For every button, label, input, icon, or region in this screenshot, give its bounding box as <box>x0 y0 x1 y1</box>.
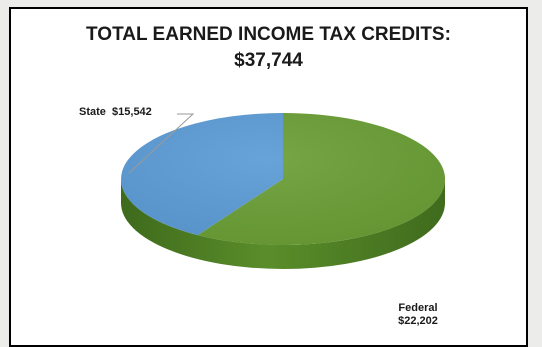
data-label-federal-name: Federal <box>398 302 438 314</box>
data-label-federal: Federal $22,202 <box>388 302 448 328</box>
chart-title-line2: $37,744 <box>234 50 303 71</box>
pie-chart <box>121 113 446 269</box>
pie-top-shading <box>121 113 445 245</box>
leader-line-state <box>128 113 195 174</box>
chart-title-line1: TOTAL EARNED INCOME TAX CREDITS: <box>86 24 451 45</box>
data-label-state-value: $15,542 <box>112 106 152 118</box>
chart-frame: TOTAL EARNED INCOME TAX CREDITS: $37,744… <box>9 7 528 347</box>
data-label-state-name: State <box>79 106 106 118</box>
chart-title: TOTAL EARNED INCOME TAX CREDITS: $37,744 <box>11 22 526 74</box>
pie-side-wall <box>121 179 445 269</box>
data-label-state: State $15,542 <box>79 106 152 119</box>
data-label-federal-value: $22,202 <box>398 315 438 327</box>
